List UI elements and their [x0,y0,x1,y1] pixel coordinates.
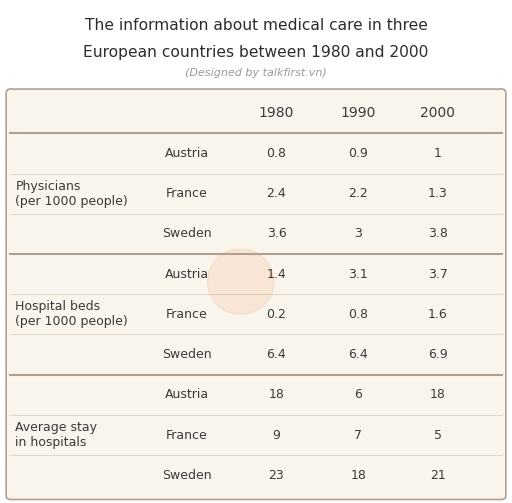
Text: Sweden: Sweden [162,227,211,240]
Text: Austria: Austria [165,388,209,401]
Text: Sweden: Sweden [162,469,211,482]
Text: 3.1: 3.1 [349,268,368,281]
Text: 6.4: 6.4 [349,348,368,361]
Text: 1.4: 1.4 [267,268,286,281]
Text: 6.4: 6.4 [267,348,286,361]
Text: 18: 18 [350,469,367,482]
Text: 1.6: 1.6 [428,308,447,321]
Text: Austria: Austria [165,147,209,160]
Text: France: France [166,308,208,321]
Text: 5: 5 [434,429,442,442]
Text: Average stay
in hospitals: Average stay in hospitals [15,421,97,449]
Text: France: France [166,429,208,442]
Text: Sweden: Sweden [162,348,211,361]
Text: Hospital beds
(per 1000 people): Hospital beds (per 1000 people) [15,300,128,328]
Text: 3.8: 3.8 [428,227,447,240]
Text: 1.3: 1.3 [428,187,447,200]
Text: 2000: 2000 [420,106,455,120]
Text: 1: 1 [434,147,442,160]
Text: Austria: Austria [165,268,209,281]
Text: 2.4: 2.4 [267,187,286,200]
Text: 3.6: 3.6 [267,227,286,240]
Text: 0.9: 0.9 [349,147,368,160]
Text: 18: 18 [268,388,285,401]
Text: 1980: 1980 [259,106,294,120]
Text: 21: 21 [430,469,445,482]
Text: 23: 23 [269,469,284,482]
Text: (Designed by talkfirst.vn): (Designed by talkfirst.vn) [185,68,327,78]
Text: 9: 9 [272,429,281,442]
Circle shape [207,249,274,314]
Text: 0.2: 0.2 [267,308,286,321]
Text: 0.8: 0.8 [348,308,369,321]
Text: France: France [166,187,208,200]
Text: 18: 18 [430,388,446,401]
Text: 6.9: 6.9 [428,348,447,361]
Text: 1990: 1990 [340,106,376,120]
Text: European countries between 1980 and 2000: European countries between 1980 and 2000 [83,45,429,60]
Text: 7: 7 [354,429,362,442]
Text: 2.2: 2.2 [349,187,368,200]
Text: 6: 6 [354,388,362,401]
Text: 0.8: 0.8 [266,147,287,160]
Text: The information about medical care in three: The information about medical care in th… [84,18,428,33]
Text: Physicians
(per 1000 people): Physicians (per 1000 people) [15,180,128,208]
Text: 3: 3 [354,227,362,240]
Text: 3.7: 3.7 [428,268,447,281]
FancyBboxPatch shape [6,89,506,499]
